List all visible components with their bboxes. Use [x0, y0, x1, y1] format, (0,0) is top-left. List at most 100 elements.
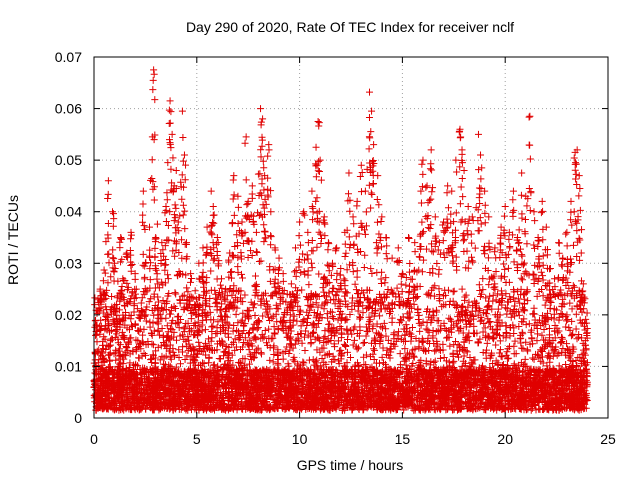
data-point — [184, 288, 192, 296]
data-point — [323, 299, 331, 307]
data-point — [178, 254, 186, 262]
data-point — [314, 333, 322, 341]
data-point — [299, 358, 307, 366]
data-point — [199, 268, 207, 276]
data-point — [443, 334, 451, 342]
data-point — [137, 299, 145, 307]
data-point — [310, 329, 318, 337]
data-point — [225, 351, 233, 359]
data-point — [301, 347, 309, 355]
data-point — [442, 301, 450, 309]
data-point — [318, 301, 326, 309]
data-point — [555, 316, 563, 324]
data-point — [429, 184, 437, 192]
data-point — [229, 327, 237, 335]
data-point — [379, 359, 387, 367]
data-point — [429, 248, 437, 256]
data-point — [498, 291, 506, 299]
data-point — [565, 324, 573, 332]
data-point — [567, 216, 575, 224]
data-point — [138, 294, 146, 302]
data-point — [461, 296, 469, 304]
data-point — [470, 356, 478, 364]
data-point — [495, 331, 503, 339]
data-point — [495, 316, 503, 324]
data-point — [355, 290, 363, 298]
data-point — [230, 322, 238, 330]
data-point — [449, 359, 457, 367]
data-point — [156, 356, 164, 364]
data-point — [228, 268, 236, 276]
data-point — [176, 212, 184, 220]
data-point — [444, 333, 452, 341]
data-point — [414, 316, 422, 324]
data-point — [562, 281, 570, 289]
data-point — [539, 207, 547, 215]
data-point — [264, 313, 272, 321]
data-point — [462, 347, 470, 355]
data-point — [564, 278, 572, 286]
data-point — [153, 220, 161, 228]
data-point — [255, 258, 263, 266]
data-point — [450, 287, 458, 295]
data-point — [569, 241, 577, 249]
data-point — [294, 302, 302, 310]
data-point — [206, 303, 214, 311]
data-point — [471, 244, 479, 252]
data-point — [195, 327, 203, 335]
data-point — [340, 340, 348, 348]
data-point — [422, 360, 430, 368]
data-point — [510, 360, 518, 368]
data-point — [257, 257, 265, 265]
data-point — [533, 292, 541, 300]
data-point — [245, 328, 253, 336]
data-point — [484, 306, 492, 314]
data-point — [329, 352, 337, 360]
data-point — [108, 293, 116, 301]
data-point — [155, 331, 163, 339]
data-point — [497, 274, 505, 282]
data-point — [105, 351, 113, 359]
data-point — [138, 307, 146, 315]
data-point — [488, 351, 496, 359]
data-point — [274, 350, 282, 358]
data-point — [396, 350, 404, 358]
data-point — [562, 323, 570, 331]
data-point — [573, 252, 581, 260]
data-point — [301, 333, 309, 341]
data-point — [565, 346, 573, 354]
data-point — [326, 308, 334, 316]
data-point — [505, 354, 513, 362]
data-point — [107, 273, 115, 281]
data-point — [127, 235, 135, 243]
data-point — [257, 349, 265, 357]
data-point — [100, 266, 108, 274]
data-point — [110, 255, 118, 263]
data-point — [162, 305, 170, 313]
data-point — [582, 315, 590, 323]
data-point — [405, 314, 413, 322]
data-point — [109, 316, 117, 324]
data-point — [214, 318, 222, 326]
data-point — [402, 281, 410, 289]
data-point — [190, 356, 198, 364]
data-point — [498, 353, 506, 361]
data-point — [573, 335, 581, 343]
data-point — [320, 288, 328, 296]
data-point — [279, 290, 287, 298]
data-point — [539, 261, 547, 269]
data-point — [447, 210, 455, 218]
data-point — [263, 308, 271, 316]
data-point — [408, 323, 416, 331]
data-point — [232, 343, 240, 351]
data-point — [356, 313, 364, 321]
data-point — [166, 208, 174, 216]
data-point — [421, 375, 429, 383]
data-point — [142, 351, 150, 359]
data-point — [533, 337, 541, 345]
data-point — [436, 326, 444, 334]
data-point — [415, 319, 423, 327]
data-point — [240, 338, 248, 346]
data-point — [485, 319, 493, 327]
data-point — [274, 326, 282, 334]
